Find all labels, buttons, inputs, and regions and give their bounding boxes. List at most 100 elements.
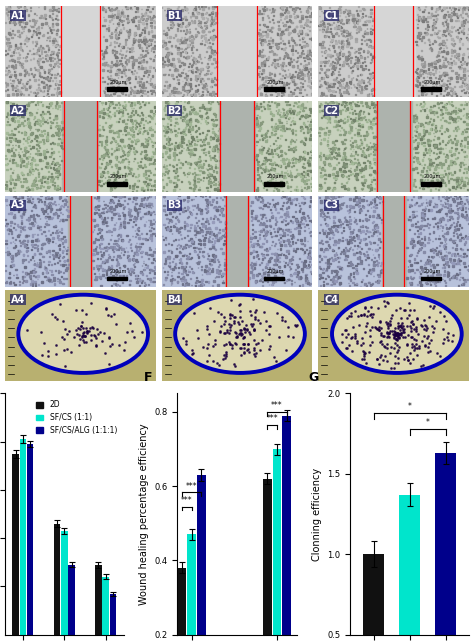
Bar bbox=[284, 44, 285, 45]
Bar bbox=[342, 55, 343, 56]
Bar bbox=[359, 242, 360, 243]
Bar bbox=[148, 212, 149, 213]
Bar bbox=[94, 279, 95, 280]
Bar bbox=[154, 84, 155, 85]
Bar bbox=[40, 82, 41, 83]
Bar bbox=[202, 87, 203, 88]
Bar bbox=[47, 106, 49, 108]
Bar bbox=[181, 10, 182, 11]
Bar bbox=[5, 265, 6, 266]
Bar bbox=[299, 69, 301, 70]
Bar bbox=[287, 185, 288, 186]
Bar bbox=[320, 201, 322, 203]
Bar bbox=[128, 270, 129, 271]
Bar bbox=[173, 182, 174, 183]
Bar bbox=[188, 46, 190, 47]
Bar bbox=[425, 70, 426, 71]
Bar bbox=[337, 121, 339, 122]
Bar bbox=[302, 166, 303, 167]
Bar bbox=[31, 222, 32, 224]
Bar bbox=[11, 255, 13, 257]
Bar bbox=[210, 232, 211, 233]
Bar bbox=[66, 278, 67, 279]
Bar bbox=[18, 250, 19, 251]
Bar bbox=[104, 19, 106, 21]
Bar bbox=[423, 168, 424, 169]
Bar bbox=[96, 265, 98, 267]
Bar bbox=[201, 167, 203, 168]
Bar bbox=[350, 265, 351, 266]
Bar bbox=[274, 66, 275, 67]
Bar bbox=[108, 179, 109, 180]
Bar bbox=[429, 279, 430, 281]
Bar bbox=[23, 240, 24, 241]
Bar bbox=[294, 16, 296, 17]
Bar bbox=[282, 183, 283, 184]
Bar bbox=[34, 233, 35, 235]
Bar bbox=[118, 121, 119, 122]
Bar bbox=[330, 63, 332, 65]
Bar bbox=[296, 169, 298, 170]
Bar bbox=[135, 120, 136, 121]
Bar bbox=[149, 269, 150, 270]
Bar bbox=[30, 283, 31, 285]
Bar bbox=[343, 129, 344, 130]
Bar bbox=[58, 138, 60, 139]
Bar bbox=[310, 247, 311, 248]
Bar bbox=[44, 90, 45, 91]
Bar bbox=[343, 61, 345, 63]
Bar bbox=[115, 140, 116, 141]
Bar bbox=[468, 169, 470, 171]
Bar bbox=[137, 81, 139, 83]
Bar bbox=[300, 30, 301, 31]
Bar bbox=[122, 155, 123, 156]
Bar bbox=[250, 252, 252, 253]
Bar bbox=[190, 18, 191, 19]
Bar bbox=[423, 167, 425, 169]
Bar bbox=[183, 226, 185, 227]
Bar bbox=[132, 190, 133, 192]
Bar bbox=[447, 28, 448, 29]
Bar bbox=[207, 232, 208, 233]
Bar bbox=[200, 144, 201, 145]
Bar bbox=[363, 24, 365, 26]
Bar bbox=[289, 104, 290, 105]
Bar bbox=[369, 83, 370, 84]
Bar bbox=[178, 24, 180, 26]
Bar bbox=[135, 127, 137, 129]
Bar bbox=[361, 188, 363, 190]
Bar bbox=[122, 212, 123, 213]
Bar bbox=[52, 25, 54, 27]
Bar bbox=[300, 107, 302, 108]
Bar bbox=[114, 150, 115, 151]
Bar bbox=[206, 231, 208, 233]
Bar bbox=[433, 226, 434, 228]
Bar bbox=[96, 246, 97, 247]
Bar bbox=[191, 65, 192, 67]
Bar bbox=[435, 281, 436, 282]
Bar bbox=[347, 42, 349, 44]
Bar bbox=[105, 270, 106, 271]
Bar bbox=[348, 15, 349, 16]
Bar bbox=[302, 271, 303, 272]
Bar bbox=[319, 197, 320, 198]
Bar bbox=[441, 10, 442, 11]
Bar bbox=[135, 112, 136, 113]
Bar bbox=[363, 204, 364, 205]
Bar bbox=[8, 134, 9, 135]
Bar bbox=[429, 233, 430, 234]
Bar bbox=[286, 115, 287, 116]
Bar bbox=[44, 6, 45, 7]
Bar bbox=[454, 91, 455, 92]
Bar bbox=[338, 276, 340, 278]
Bar bbox=[182, 51, 183, 52]
Bar bbox=[100, 278, 101, 279]
Bar bbox=[328, 276, 329, 277]
Bar bbox=[443, 43, 444, 44]
Bar bbox=[215, 242, 216, 243]
Bar bbox=[46, 251, 47, 252]
Bar bbox=[453, 242, 455, 244]
Bar bbox=[321, 167, 323, 169]
Bar bbox=[182, 140, 183, 141]
Bar bbox=[348, 276, 350, 278]
